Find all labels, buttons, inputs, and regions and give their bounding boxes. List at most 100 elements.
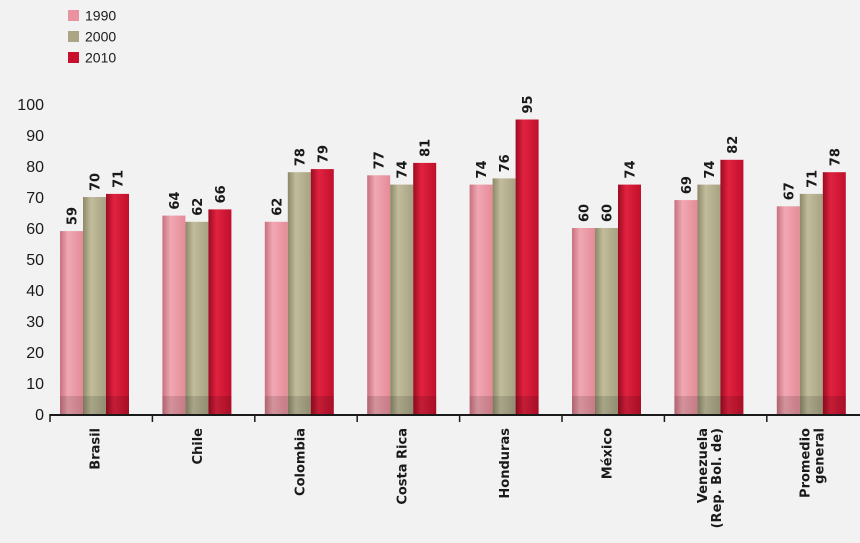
bar-shadow <box>185 396 209 414</box>
value-label: 79 <box>316 145 331 163</box>
value-label: 60 <box>578 204 593 222</box>
y-tick-label: 50 <box>26 252 44 269</box>
value-label: 71 <box>112 170 127 188</box>
value-label: 82 <box>726 136 741 154</box>
legend-swatch-2010 <box>68 52 79 63</box>
bar-shadow <box>618 396 641 414</box>
bar-2000 <box>799 193 823 414</box>
value-label: 81 <box>419 139 434 157</box>
value-label: 76 <box>498 154 513 172</box>
bar-shadow <box>492 396 516 414</box>
y-tick-label: 90 <box>26 128 44 145</box>
legend-swatch-1990 <box>68 10 79 21</box>
bar-shadow <box>287 396 311 414</box>
value-label: 74 <box>475 161 490 179</box>
y-tick-label: 10 <box>26 376 44 393</box>
y-tick-label: 40 <box>26 283 44 300</box>
value-label: 60 <box>601 204 616 222</box>
value-label: 74 <box>624 161 639 179</box>
value-label: 62 <box>270 198 285 216</box>
bar-shadow <box>595 396 618 414</box>
bar-shadow <box>208 396 232 414</box>
bar-2010 <box>310 169 334 414</box>
bar-2000 <box>697 184 721 414</box>
value-label: 67 <box>782 182 797 200</box>
value-label: 59 <box>66 207 81 225</box>
legend-swatch-2000 <box>68 31 79 42</box>
bar-2010 <box>413 162 437 414</box>
bar-2000 <box>287 172 311 414</box>
bar-1990 <box>367 175 391 414</box>
bar-shadow <box>572 396 595 414</box>
bar-shadow <box>310 396 334 414</box>
category-label: Venezuela <box>696 428 711 503</box>
y-axis: 0 10 20 30 40 50 60 70 80 90 100 <box>17 97 44 424</box>
x-axis: Brasil Chile Colombia Costa Rica Honduras Méx… <box>49 414 860 528</box>
bar-2000 <box>595 228 618 414</box>
category-label: (Rep. Bol. de) <box>710 428 725 528</box>
bar-1990 <box>572 228 595 414</box>
bars <box>60 119 846 414</box>
y-tick-label: 80 <box>26 159 44 176</box>
value-label: 71 <box>805 170 820 188</box>
bar-2010 <box>106 193 129 414</box>
bar-shadow <box>106 396 129 414</box>
y-tick-label: 20 <box>26 345 44 362</box>
bar-2010 <box>822 172 846 414</box>
legend: 1990 2000 2010 <box>68 8 116 66</box>
bar-1990 <box>469 184 493 414</box>
value-label: 95 <box>521 95 536 113</box>
bar-2010 <box>208 209 232 414</box>
bar-2000 <box>83 197 106 414</box>
bar-1990 <box>162 215 186 414</box>
y-tick-label: 0 <box>35 407 44 424</box>
bar-1990 <box>264 221 288 414</box>
value-label: 78 <box>828 148 843 166</box>
category-label: general <box>812 428 827 484</box>
value-label: 77 <box>373 151 388 169</box>
category-label: Chile <box>191 428 206 465</box>
legend-label-2010: 2010 <box>85 50 116 66</box>
category-label: Colombia <box>293 428 308 496</box>
bar-shadow <box>162 396 186 414</box>
bar-2000 <box>492 178 516 414</box>
bar-shadow <box>720 396 744 414</box>
bar-shadow <box>413 396 437 414</box>
bar-shadow <box>799 396 823 414</box>
y-tick-label: 60 <box>26 221 44 238</box>
y-tick-label: 30 <box>26 314 44 331</box>
category-label: México <box>601 428 616 479</box>
bar-shadow <box>469 396 493 414</box>
value-label: 74 <box>703 161 718 179</box>
value-label: 62 <box>191 198 206 216</box>
bar-shadow <box>776 396 800 414</box>
value-label: 74 <box>396 161 411 179</box>
bar-2010 <box>720 159 744 414</box>
bar-shadow <box>390 396 414 414</box>
bar-1990 <box>60 231 83 414</box>
value-label: 70 <box>89 173 104 191</box>
category-label: Promedio <box>798 428 813 498</box>
bar-shadow <box>83 396 106 414</box>
bar-2010 <box>515 119 539 414</box>
y-tick-label: 100 <box>17 97 44 114</box>
bar-shadow <box>60 396 83 414</box>
bar-1990 <box>674 200 698 414</box>
category-label: Honduras <box>498 428 513 499</box>
category-label: Costa Rica <box>396 428 411 505</box>
bar-shadow <box>697 396 721 414</box>
bar-shadow <box>515 396 539 414</box>
y-tick-label: 70 <box>26 190 44 207</box>
legend-label-2000: 2000 <box>85 29 116 45</box>
category-label: Brasil <box>89 428 104 470</box>
value-label: 66 <box>214 185 229 203</box>
bar-2010 <box>618 184 641 414</box>
bar-shadow <box>674 396 698 414</box>
value-label: 69 <box>680 176 695 194</box>
value-labels: 59 70 71 64 62 66 62 78 79 77 74 81 74 76 95 60 60 74 69 74… <box>66 95 844 225</box>
bar-shadow <box>264 396 288 414</box>
value-label: 64 <box>168 192 183 210</box>
bar-1990 <box>776 206 800 414</box>
value-label: 78 <box>293 148 308 166</box>
